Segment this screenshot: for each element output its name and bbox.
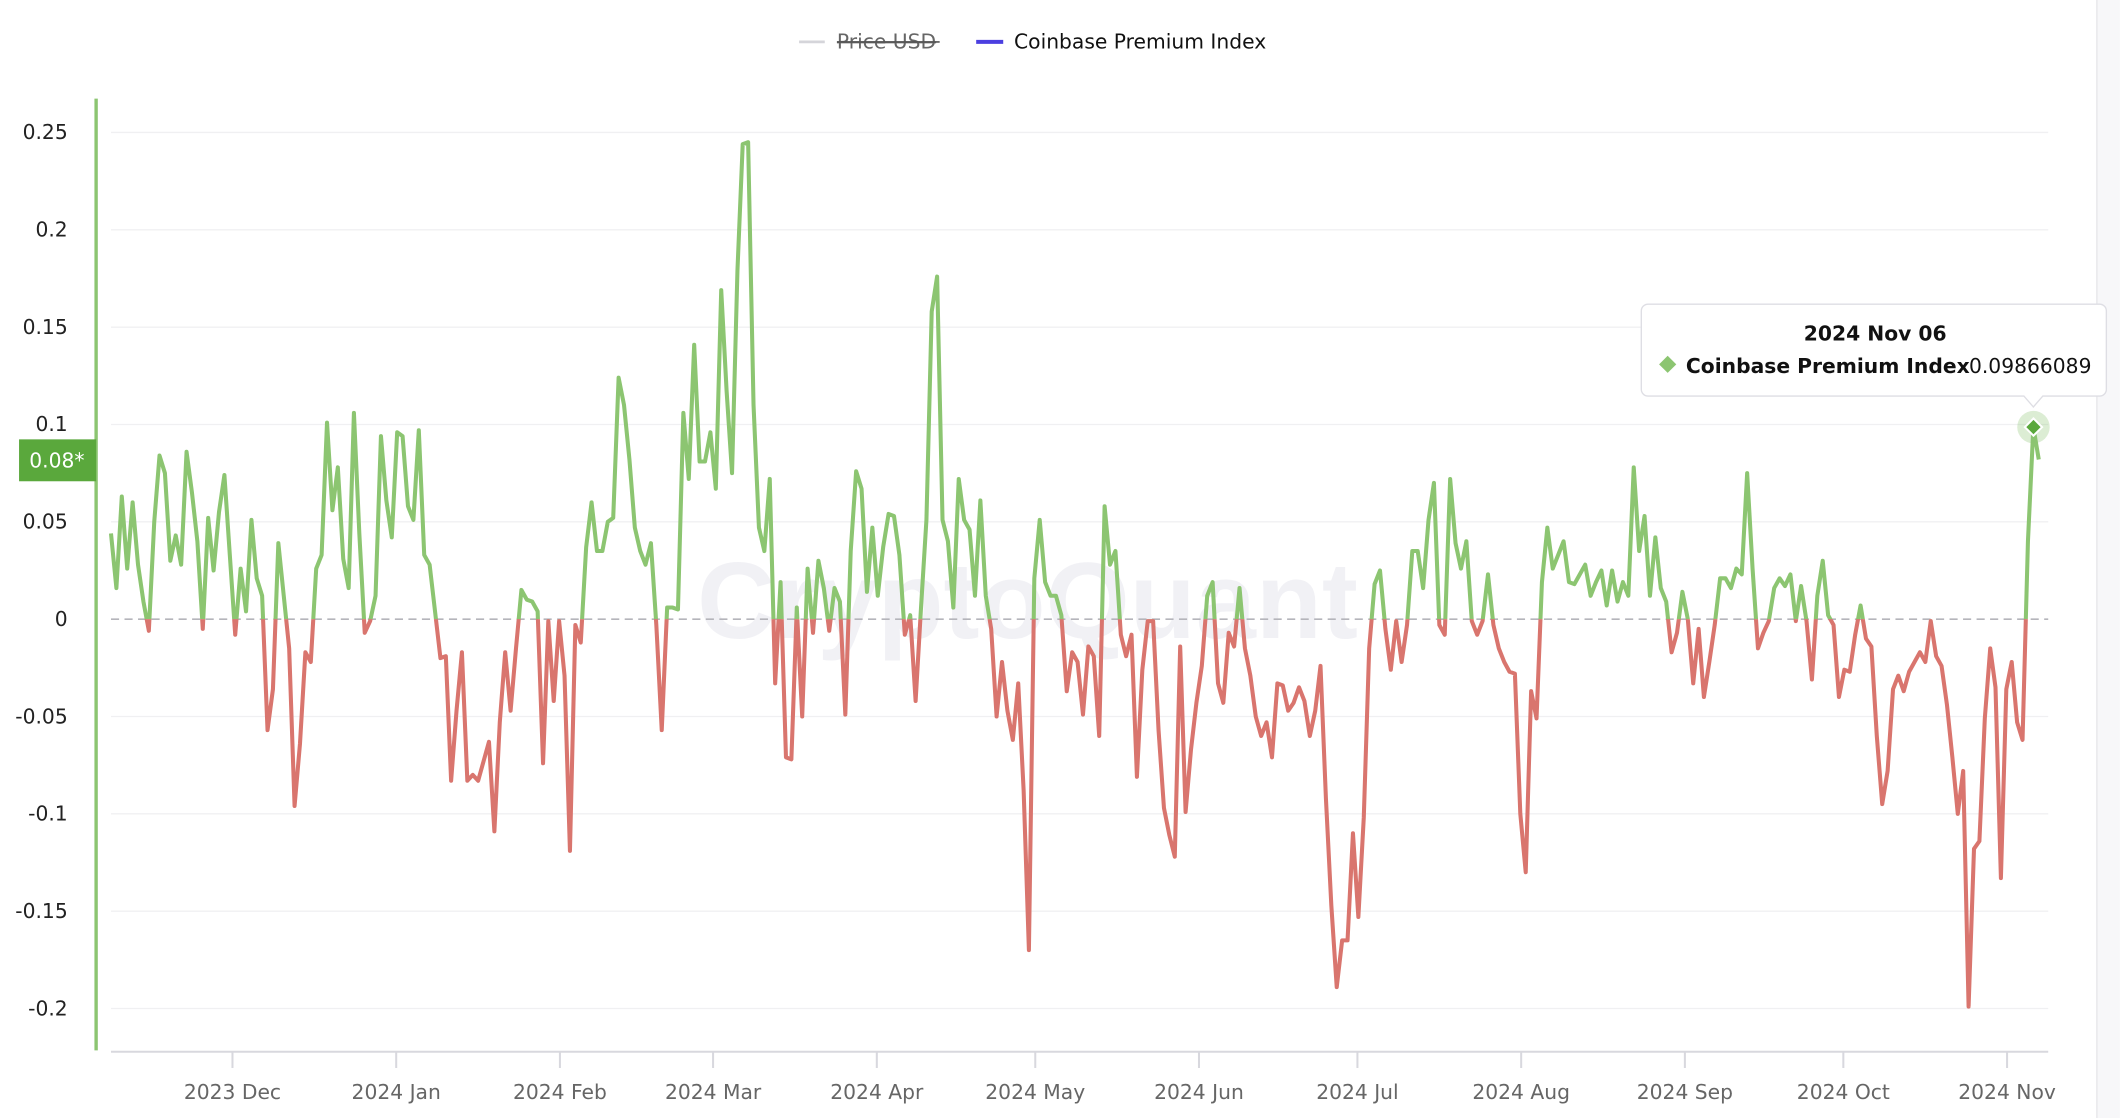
- legend-label-coinbase-premium-index: Coinbase Premium Index: [1014, 30, 1266, 54]
- x-tick-label: 2023 Dec: [184, 1080, 281, 1104]
- y-axis: 0.25 0.2 0.15 0.1 0.05 0 -0.05 -0.1 -0.15 -0.2: [15, 120, 67, 1020]
- y-tick-label: 0.25: [23, 120, 68, 144]
- y-tick-label: -0.15: [15, 899, 67, 923]
- y-tick-label: 0: [55, 607, 68, 631]
- tooltip-date: 2024 Nov 06: [1804, 322, 1947, 346]
- x-tick-label: 2024 Apr: [830, 1080, 924, 1104]
- y-tick-label: 0.1: [35, 412, 67, 436]
- y-tick-label: -0.1: [28, 802, 68, 826]
- x-tick-label: 2024 Jan: [352, 1080, 441, 1104]
- x-tick-label: 2024 Jun: [1154, 1080, 1244, 1104]
- tooltip: 2024 Nov 06 Coinbase Premium Index 0.098…: [1640, 303, 2108, 408]
- right-panel-edge: [2096, 0, 2120, 1118]
- x-tick-label: 2024 Feb: [513, 1080, 607, 1104]
- hover-marker-diamond-icon: [2023, 417, 2044, 438]
- legend: Price USD Coinbase Premium Index: [799, 30, 1266, 54]
- x-tick-label: 2024 Sep: [1637, 1080, 1733, 1104]
- tooltip-series-label: Coinbase Premium Index: [1686, 354, 1970, 378]
- current-value-badge: 0.08*: [19, 439, 97, 482]
- series-line-negative: [144, 619, 2028, 1009]
- current-value-badge-label: 0.08*: [29, 449, 84, 473]
- series-line-positive: [108, 140, 2041, 620]
- y-tick-label: 0.15: [23, 315, 68, 339]
- x-tick-label: 2024 Aug: [1472, 1080, 1570, 1104]
- x-tick-label: 2024 May: [985, 1080, 1085, 1104]
- legend-item-price-usd[interactable]: Price USD: [799, 30, 940, 54]
- hover-marker: [2017, 410, 2050, 444]
- y-tick-label: 0.05: [23, 510, 68, 534]
- y-tick-label: -0.05: [15, 704, 67, 728]
- x-tick-label: 2024 Jul: [1316, 1080, 1398, 1104]
- x-tick-label: 2024 Mar: [665, 1080, 762, 1104]
- y-tick-label: -0.2: [28, 996, 68, 1020]
- x-axis: 2023 Dec 2024 Jan 2024 Feb 2024 Mar 2024 Apr…: [110, 1050, 2056, 1104]
- x-tick-label: 2024 Oct: [1797, 1080, 1890, 1104]
- legend-item-coinbase-premium-index[interactable]: Coinbase Premium Index: [976, 30, 1266, 54]
- tooltip-value: 0.09866089: [1969, 354, 2092, 378]
- y-tick-label: 0.2: [35, 218, 67, 242]
- x-tick-label: 2024 Nov: [1958, 1080, 2056, 1104]
